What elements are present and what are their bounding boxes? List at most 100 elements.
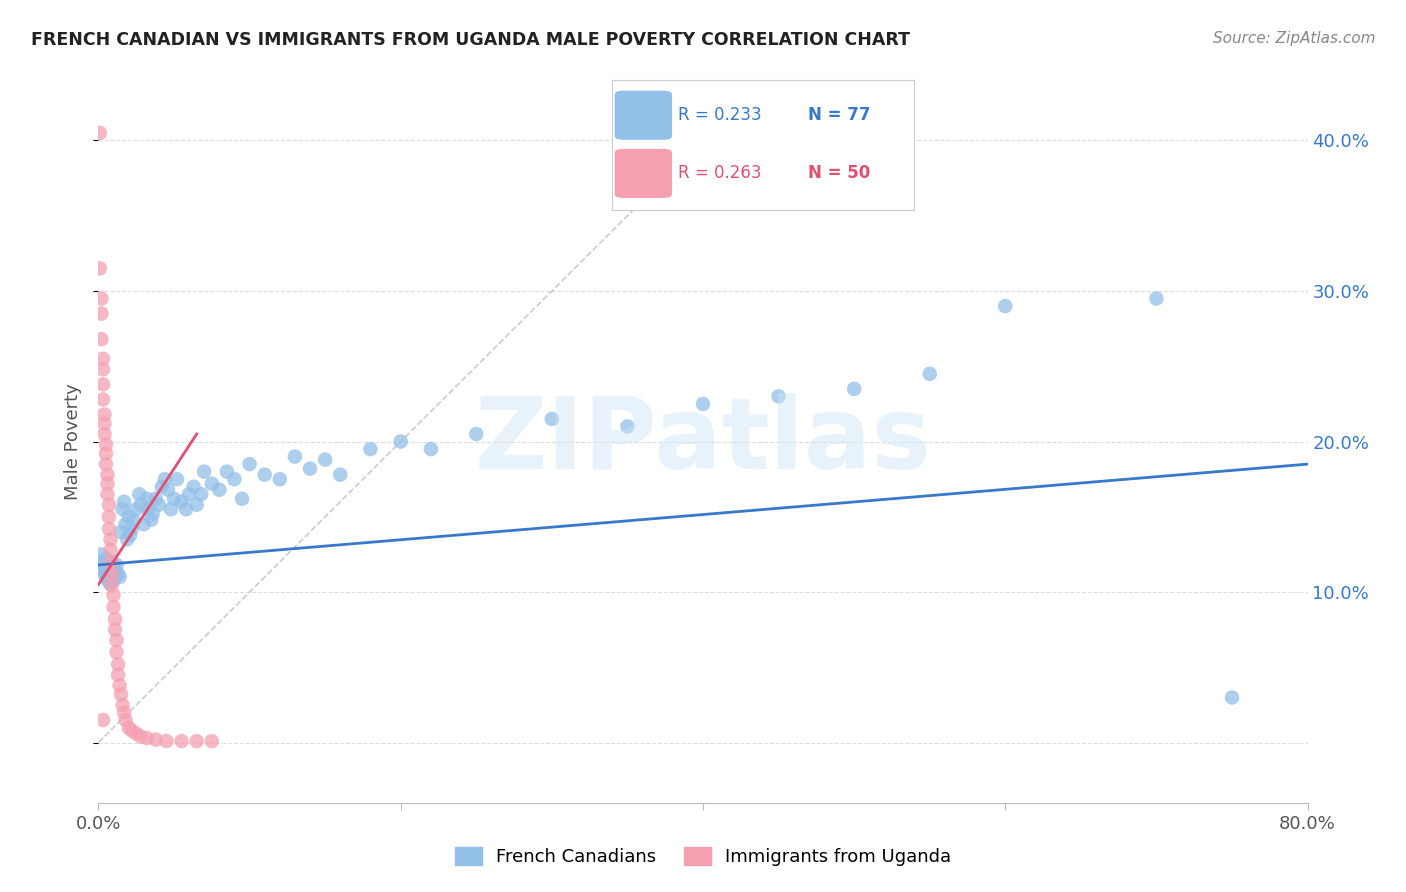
Point xyxy=(100,533,122,547)
Point xyxy=(93,408,115,422)
Point xyxy=(110,524,132,539)
Point xyxy=(96,487,118,501)
Point xyxy=(128,487,150,501)
Point xyxy=(96,562,118,576)
Point xyxy=(142,507,165,521)
Point xyxy=(314,452,336,467)
Point xyxy=(98,567,121,582)
Point xyxy=(155,734,177,748)
Point xyxy=(90,332,112,346)
Point xyxy=(91,562,114,576)
Point xyxy=(91,362,114,376)
Point xyxy=(108,570,131,584)
Point xyxy=(389,434,412,449)
Point xyxy=(132,517,155,532)
Point xyxy=(105,645,128,659)
Point xyxy=(118,509,141,524)
Point xyxy=(299,461,322,475)
Point xyxy=(90,307,112,321)
Point xyxy=(104,562,127,576)
Point xyxy=(94,552,117,566)
Point xyxy=(420,442,443,456)
Point xyxy=(112,494,135,508)
Point xyxy=(166,472,188,486)
Point xyxy=(465,427,488,442)
Point xyxy=(118,721,141,735)
Point xyxy=(918,367,941,381)
Point xyxy=(186,498,208,512)
FancyBboxPatch shape xyxy=(614,91,672,140)
Point xyxy=(98,522,121,536)
Point xyxy=(94,570,117,584)
Point xyxy=(231,491,253,506)
Point xyxy=(190,487,212,501)
Point xyxy=(103,573,125,587)
Point xyxy=(107,567,129,582)
Point xyxy=(153,472,176,486)
Point xyxy=(94,457,117,471)
Point xyxy=(110,687,132,701)
Point xyxy=(215,465,238,479)
Point xyxy=(105,558,128,572)
Point xyxy=(90,548,112,562)
Point xyxy=(179,487,201,501)
Point xyxy=(239,457,262,471)
Point xyxy=(93,558,115,572)
Point xyxy=(101,577,124,591)
Point xyxy=(284,450,307,464)
Point xyxy=(91,713,114,727)
Point xyxy=(129,730,152,744)
Point xyxy=(163,491,186,506)
Point xyxy=(107,657,129,672)
Point xyxy=(141,513,163,527)
Point xyxy=(112,706,135,720)
Point xyxy=(208,483,231,497)
Point xyxy=(125,726,148,740)
Point xyxy=(114,713,136,727)
Point xyxy=(994,299,1017,313)
Point xyxy=(329,467,352,482)
Point xyxy=(616,419,638,434)
Point xyxy=(100,542,122,557)
Point xyxy=(90,292,112,306)
Point xyxy=(121,522,143,536)
Point xyxy=(111,698,134,712)
Point xyxy=(94,437,117,451)
Point xyxy=(114,517,136,532)
Point xyxy=(103,588,125,602)
Point xyxy=(1144,292,1167,306)
Point xyxy=(125,502,148,516)
Point xyxy=(160,502,183,516)
Point xyxy=(108,678,131,692)
Point xyxy=(96,476,118,491)
Point xyxy=(540,412,562,426)
Point xyxy=(100,555,122,569)
Point xyxy=(193,465,215,479)
Point xyxy=(100,570,122,584)
Text: ZIPatlas: ZIPatlas xyxy=(475,393,931,490)
Point xyxy=(122,513,145,527)
Point xyxy=(91,351,114,366)
Point xyxy=(156,483,179,497)
Text: N = 50: N = 50 xyxy=(808,164,870,182)
Point xyxy=(1220,690,1243,705)
Point xyxy=(91,555,114,569)
Point xyxy=(98,509,121,524)
Point xyxy=(103,566,125,580)
Point xyxy=(768,389,790,403)
Point xyxy=(150,480,173,494)
Y-axis label: Male Poverty: Male Poverty xyxy=(65,384,83,500)
Point xyxy=(101,555,124,569)
Point xyxy=(93,427,115,442)
Point xyxy=(103,600,125,615)
FancyBboxPatch shape xyxy=(614,149,672,198)
Point xyxy=(91,392,114,407)
Point xyxy=(844,382,866,396)
Point xyxy=(170,494,193,508)
Point xyxy=(360,442,382,456)
Point xyxy=(93,417,115,431)
Text: FRENCH CANADIAN VS IMMIGRANTS FROM UGANDA MALE POVERTY CORRELATION CHART: FRENCH CANADIAN VS IMMIGRANTS FROM UGAND… xyxy=(31,31,910,49)
Point xyxy=(201,476,224,491)
Point xyxy=(136,502,159,516)
Point xyxy=(129,498,152,512)
